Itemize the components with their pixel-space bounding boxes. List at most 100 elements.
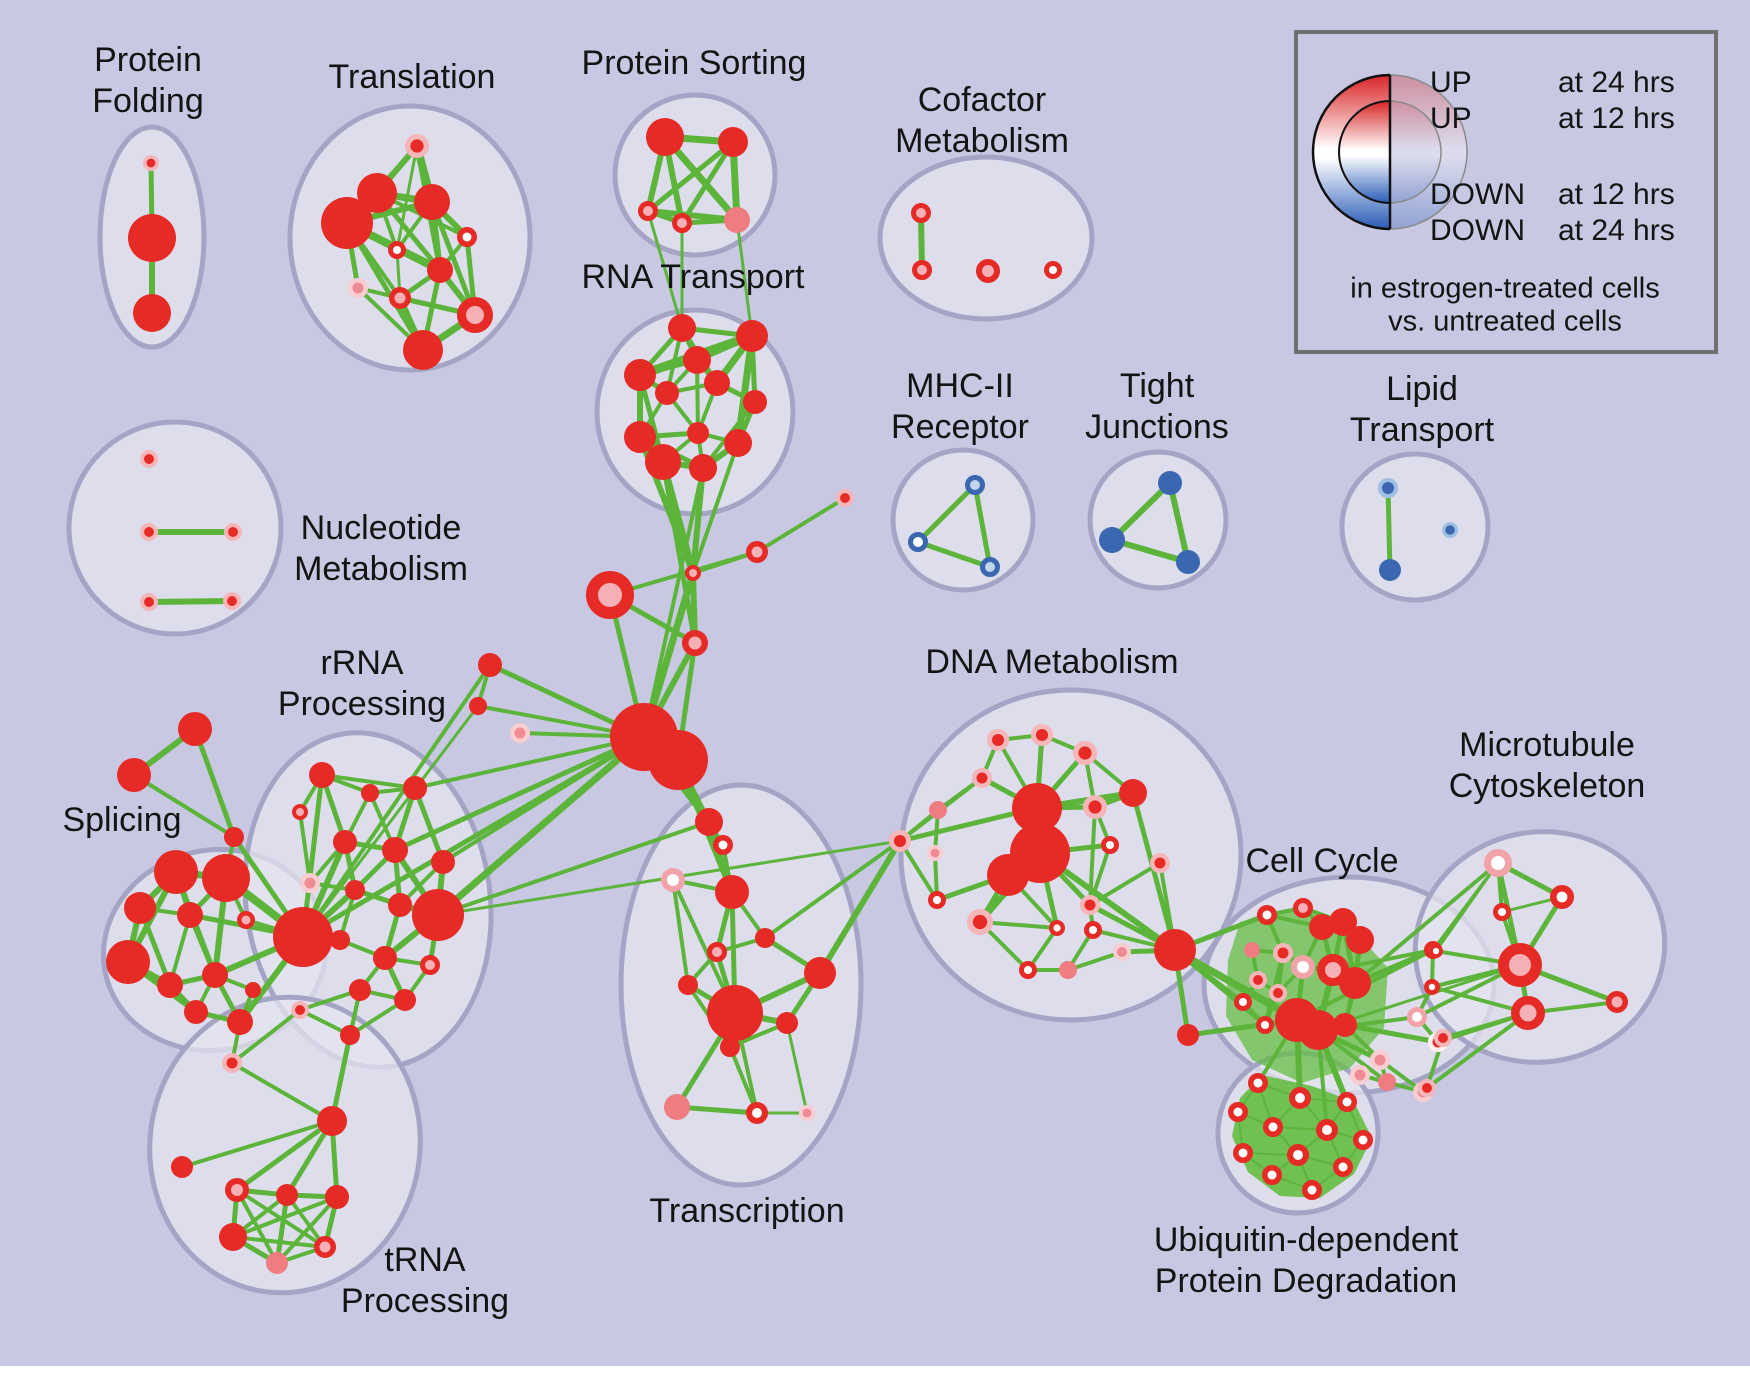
cluster-nucleotide-label: Nucleotide [301,509,462,547]
gene-node-splicing-6 [157,972,183,998]
edge-hub [755,496,847,554]
gene-node-splicing-14 [224,827,244,847]
gene-node-microtubule-1 [1550,884,1575,909]
gene-node-rrna-10 [412,889,464,941]
gene-node-transcription-10 [720,1037,740,1057]
edge-tight [1109,480,1173,543]
gene-node-dna-0 [888,829,911,852]
edge-rna_transport-hub [660,459,698,646]
gene-node-cellcycle-1 [1293,898,1313,918]
gene-node-rrna-8 [345,880,365,900]
gene-node-translation-9 [457,297,493,333]
gene-node-cellcycle-0 [1257,905,1277,925]
gene-node-rna_transport-3 [624,359,656,391]
edge-translation [429,199,478,318]
gene-node-cellcycle-4 [1346,926,1374,954]
gene-node-rrna-11 [330,930,350,950]
gene-node-ubiquitin-8 [1287,1144,1310,1167]
edge-hub [608,550,759,597]
gene-node-protein_folding-0 [143,155,160,172]
gene-node-dna-8 [1012,783,1062,833]
gene-node-mhc-2 [980,557,1000,577]
gene-node-transcription-2 [661,868,685,892]
gene-node-dna-1 [986,728,1009,751]
legend-time-label-1: at 12 hrs [1558,102,1675,135]
gene-node-dna-10 [987,854,1029,896]
gene-node-splicing-0 [154,850,198,894]
gene-node-dna-15 [966,908,993,935]
edge-splicing [132,773,236,839]
gene-node-transcription-1 [713,835,733,855]
cluster-tight-label: Tight [1120,367,1195,405]
gene-node-splicing-5 [106,940,150,984]
gene-node-lipid-2 [1441,521,1458,538]
gene-node-cellcycle-24 [1378,1073,1396,1091]
gene-node-splicing-4 [237,911,255,929]
gene-node-dna-12 [1100,835,1119,854]
gene-node-protein_sorting-1 [718,127,748,157]
gene-node-rrna-14 [349,979,371,1001]
cluster-dna-label: DNA Metabolism [925,643,1178,681]
cluster-rrna-label: Processing [278,685,446,723]
edge-transcription [674,1104,760,1116]
gene-node-cellcycle-19 [1350,1065,1370,1085]
edge-microtubule [1425,1011,1530,1090]
edge-protein_sorting [645,139,736,214]
gene-node-lipid-0 [1378,478,1398,498]
gene-node-splicing-12 [178,712,212,746]
gene-node-rrna-6 [431,850,455,874]
cluster-cofactor-outline [877,154,1095,322]
gene-node-ubiquitin-7 [1233,1143,1253,1163]
cluster-protein_folding-label: Folding [92,82,204,120]
gene-node-transcription-7 [804,957,836,989]
gene-node-nucleotide-0 [139,449,158,468]
gene-node-rna_transport-10 [645,444,681,480]
edge-dna [1088,861,1162,907]
edge-hub-splicing [301,704,480,939]
gene-node-cofactor-2 [976,259,1000,283]
edge-protein_sorting-rna_transport [735,218,754,338]
gene-node-rna_transport-7 [624,421,656,453]
gene-node-translation-3 [321,197,373,249]
gene-node-dna-5 [1119,779,1147,807]
legend-time-label-2: at 12 hrs [1558,178,1675,211]
edge-hub-splicing [301,663,492,939]
gene-node-transcription-8 [707,985,763,1041]
gene-node-cellcycle-9 [1339,967,1371,999]
edge-hub-rrna [413,735,646,790]
legend-box [1294,30,1718,354]
gene-node-rna_transport-1 [736,320,768,352]
gene-node-cellcycle-17 [1177,1024,1199,1046]
legend-direction-label-3: DOWN [1430,214,1525,247]
gene-node-dna-13 [1150,853,1170,873]
edge-rrna-transcription [436,820,711,917]
gene-node-rna_transport-6 [743,390,767,414]
edge-trna [230,1061,334,1123]
edge-hub-rrna [392,734,647,853]
gene-node-splicing-7 [202,962,228,988]
gene-node-cellcycle-15 [1298,1010,1338,1050]
cluster-translation-label: Translation [329,58,496,96]
gene-node-microtubule-2 [1492,902,1511,921]
legend-time-label-3: at 24 hrs [1558,214,1675,247]
gene-node-cofactor-3 [1043,261,1062,280]
gene-node-dna-21 [1113,943,1132,962]
edge-trna [274,1192,290,1266]
gene-node-microtubule-5 [1425,979,1440,994]
gene-node-trna-6 [219,1223,247,1251]
gene-node-hub-3 [682,630,708,656]
cluster-microtubule-label: Microtubule [1459,726,1635,764]
gene-node-rrna-2 [403,776,427,800]
gene-node-splicing-9 [184,1000,208,1024]
gene-node-microtubule-8 [1434,1029,1453,1048]
gene-node-transcription-5 [707,942,727,962]
cluster-mhc-label: MHC-II [906,367,1014,405]
gene-node-trna-1 [171,1156,193,1178]
gene-node-rrna-5 [382,837,408,863]
edge-protein_sorting [679,139,736,226]
gene-node-tight-2 [1176,550,1200,574]
gene-node-rrna-16 [290,1001,309,1020]
edge-dna [1088,843,1112,907]
gene-node-rrna-12 [373,946,397,970]
cluster-mhc-outline [890,447,1036,593]
